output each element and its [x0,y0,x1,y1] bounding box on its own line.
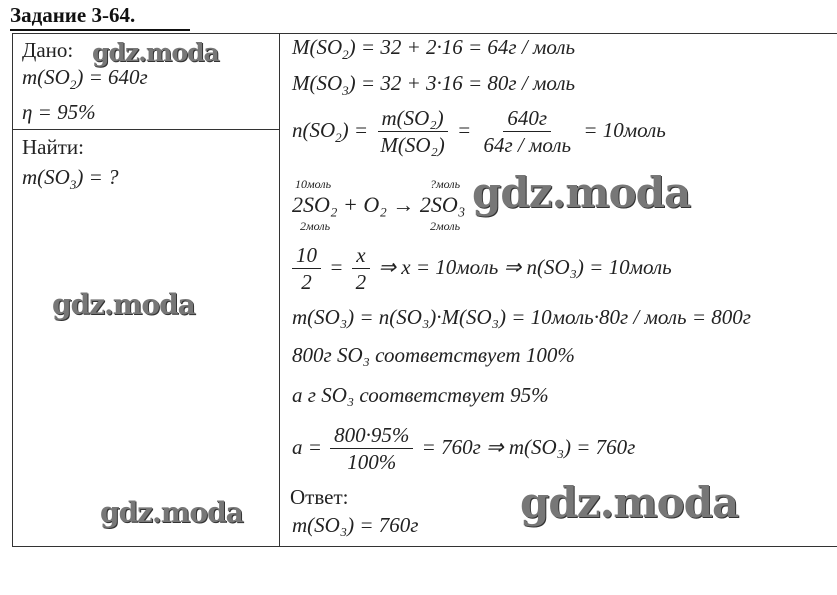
answer: m(SO₃) = 760г [292,513,419,537]
sub: 3 [342,83,349,98]
given-yield: η = 95% [22,100,96,124]
annotation: ?моль [430,177,461,191]
denominator: 2 [355,270,367,294]
fraction: m(SO₂) M(SO₂) [376,108,448,156]
text: ⇒ x = 10моль ⇒ n(SO₃) = 10моль [378,254,672,279]
watermark-logo: gdz.moda [52,288,196,321]
text: ) = ? [76,165,119,189]
text: M(SO [292,35,343,59]
reaction-equation: 2SO₂ + O₂ → 2SO₃ [292,192,466,217]
numerator: 10 [292,245,321,269]
watermark-logo: gdz.moda [520,478,739,527]
denominator: M(SO₂) [380,133,445,157]
numerator: x [352,245,370,269]
fraction: 10 2 [292,245,321,293]
text: = 10моль [583,117,666,142]
text: ) = 32 + 2·16 = 64г / моль [348,35,576,59]
numerator: m(SO₂) [377,108,448,132]
answer-label: Ответ: [290,485,349,509]
sub: 3 [69,177,77,192]
fraction: 800·95% 100% [330,425,414,474]
find-label: Найти: [22,135,84,159]
molar-mass-so2: M(SO2) = 32 + 2·16 = 64г / моль [292,35,576,62]
text: m(SO [22,165,70,189]
text: = 760г ⇒ m(SO₃) = 760г [421,434,636,459]
given-find-divider [12,129,279,130]
watermark-logo: gdz.moda [472,168,691,217]
statement-100: 800г SO₃ соответствует 100% [292,343,575,367]
given-label: Дано: [22,38,74,62]
sub: 2 [335,129,342,145]
numerator: 640г [503,108,552,132]
annotation: 2моль [430,219,461,233]
watermark-logo: gdz.moda [92,38,220,67]
moles-so2: n(SO2) = m(SO₂) M(SO₂) = 640г 64г / моль =… [292,108,666,156]
text: ) = 32 + 3·16 = 80г / моль [348,71,576,95]
given-mass: m(SO2) = 640г [22,65,148,92]
fraction: 640г 64г / моль [479,108,575,156]
text: m(SO [22,65,70,89]
solution-table [12,33,837,547]
text: a = [292,434,322,459]
actual-mass: a = 800·95% 100% = 760г ⇒ m(SO₃) = 760г [292,425,635,473]
text: ) = [341,117,369,142]
watermark-logo: gdz.moda [100,496,244,529]
numerator: 800·95% [330,425,414,449]
sub: 2 [69,77,77,92]
text: = [329,254,344,279]
find-mass: m(SO3) = ? [22,165,119,192]
column-divider [279,33,280,547]
annotation: 2моль [300,219,331,233]
text: = [457,117,472,142]
mass-so3-theoretical: m(SO₃) = n(SO₃)·M(SO₃) = 10моль·80г / мо… [292,305,751,329]
sub: 2 [342,47,349,62]
denominator: 64г / моль [483,133,572,157]
text: ) = 640г [76,65,148,89]
molar-mass-so3: M(SO3) = 32 + 3·16 = 80г / моль [292,71,576,98]
title-underline [10,29,190,31]
annotation: 10моль [295,177,332,191]
text: n(SO [292,117,336,142]
task-title: Задание 3-64. [10,3,136,27]
denominator: 100% [347,450,397,474]
denominator: 2 [301,270,312,294]
text: M(SO [292,71,343,95]
statement-95: а г SO₃ соответствует 95% [292,383,549,407]
